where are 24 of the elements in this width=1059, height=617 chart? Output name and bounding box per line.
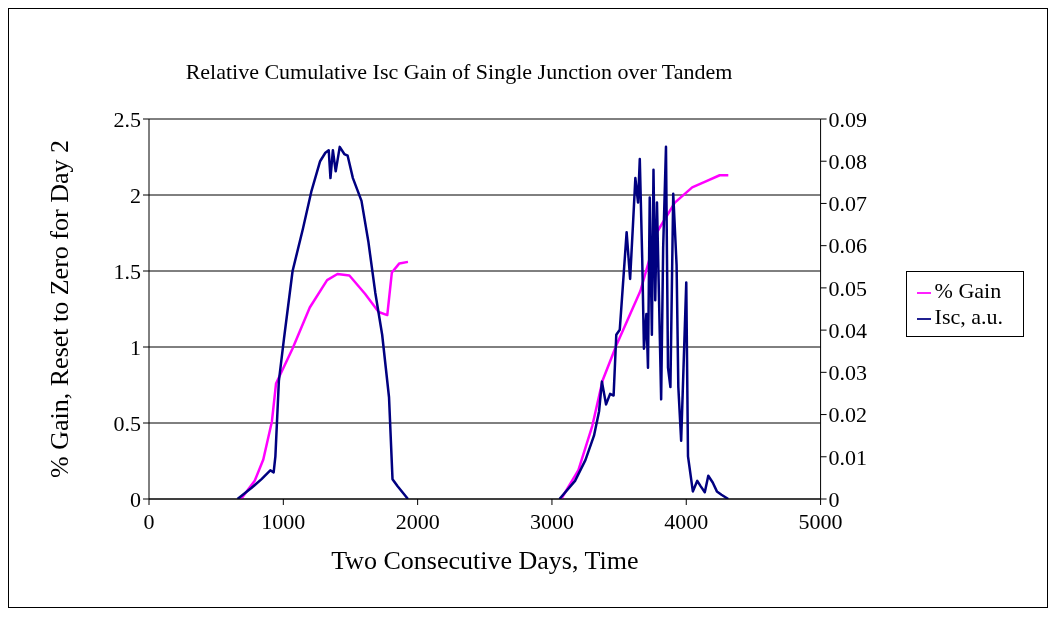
y2-tick-label: 0.03: [828, 360, 868, 386]
y-tick-label: 0.5: [113, 410, 141, 436]
x-tick-label: 2000: [395, 508, 440, 534]
y2-tick-label: 0.01: [828, 444, 868, 470]
y2-tick-label: 0.04: [828, 317, 868, 343]
y-tick-label: 1.5: [113, 258, 141, 284]
x-tick-label: 1000: [261, 508, 306, 534]
y-tick-label: 1: [130, 334, 141, 360]
y2-tick-label: 0.06: [828, 233, 868, 259]
chart-title: Relative Cumulative Isc Gain of Single Junction over Tandem: [184, 59, 734, 85]
y-tick-label: 0: [130, 486, 141, 512]
legend-label: % Gain: [934, 278, 1002, 303]
y2-tick-label: 0.09: [828, 106, 868, 132]
y-tick-label: 2: [130, 182, 141, 208]
y2-tick-label: 0.07: [828, 191, 868, 217]
y2-tick-label: 0.02: [828, 402, 868, 428]
x-axis-title: Two Consecutive Days, Time: [331, 546, 639, 575]
y2-tick-label: 0.08: [828, 149, 868, 175]
y-tick-label: 2.5: [113, 106, 141, 132]
y-axis-title: % Gain, Reset to Zero for Day 2: [45, 140, 75, 478]
y2-tick-label: 0.05: [828, 275, 868, 301]
x-tick-label: 4000: [664, 508, 709, 534]
legend-label: Isc, a.u.: [934, 304, 1003, 329]
x-tick-label: 3000: [529, 508, 574, 534]
